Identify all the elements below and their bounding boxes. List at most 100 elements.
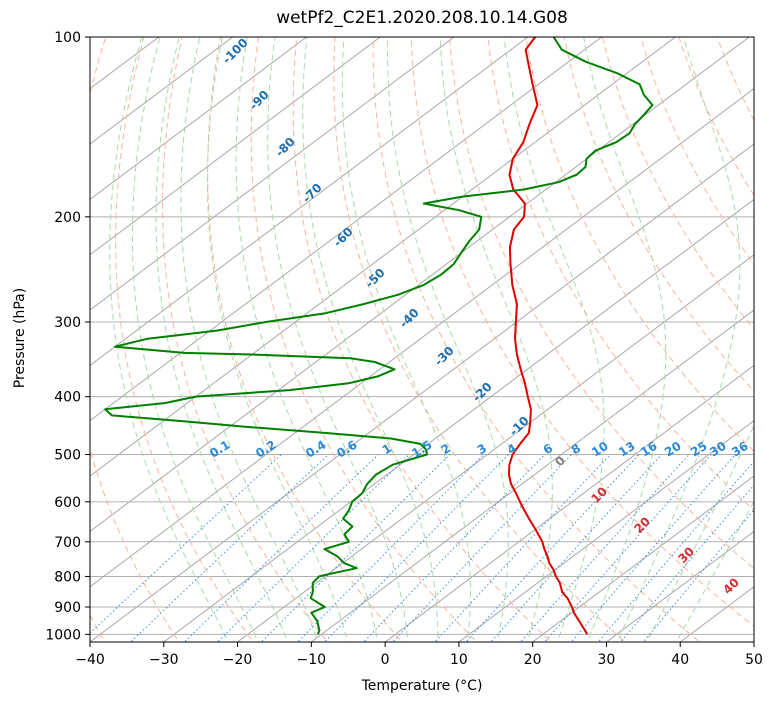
moist-adiabat-line (386, 37, 509, 642)
x-tick-label: −40 (75, 652, 105, 668)
isotherm-line (90, 37, 750, 532)
mixing-ratio-line (392, 454, 572, 642)
moist-adiabat-line (503, 37, 605, 642)
isotherm-line (90, 143, 754, 642)
dry-adiabat-line (449, 37, 754, 570)
dry-adiabat-line (410, 37, 754, 627)
dry-adiabat-line (525, 37, 754, 453)
x-tick-label: −10 (297, 652, 327, 668)
dry-adiabat-line (115, 37, 255, 642)
isotherm-line (90, 37, 677, 477)
y-tick-label: 400 (54, 390, 81, 406)
x-tick-label: 30 (598, 652, 616, 668)
mixing-ratio-line (363, 454, 546, 642)
moist-adiabat-line (235, 37, 379, 642)
dry-adiabat-line (487, 37, 754, 512)
moist-adiabat-line (341, 37, 471, 642)
mixing-ratio-line (130, 454, 329, 642)
mixing-ratio-line (90, 454, 282, 634)
mixing-ratio-label: 1.5 (409, 438, 434, 461)
isotherm-line (236, 254, 754, 642)
isotherm-label: -30 (432, 344, 457, 369)
moist-adiabat-line (131, 37, 259, 642)
chart-title: wetPf2_C2E1.2020.208.10.14.G08 (276, 8, 568, 28)
temperature-line (507, 37, 589, 635)
moist-adiabat-line (583, 37, 667, 642)
moist-adiabat-line (206, 37, 349, 642)
y-tick-label: 1000 (45, 627, 81, 643)
isotherm-line (384, 364, 754, 642)
mixing-ratio-line (543, 454, 712, 642)
mixing-ratio-line (620, 484, 754, 642)
y-axis-label: Pressure (hPa) (12, 287, 28, 389)
mixing-ratio-line (465, 454, 640, 642)
isotherm-label: -80 (273, 135, 298, 160)
mixing-ratio-label: 10 (589, 439, 611, 460)
isotherm-label: -40 (397, 306, 422, 331)
isotherm-line (90, 37, 603, 422)
isotherm-line (90, 37, 455, 311)
mixing-ratio-line (597, 460, 754, 642)
dry-adiabat-line (90, 614, 106, 642)
mixing-ratio-label: 36 (729, 439, 751, 460)
dry-adiabat-line (563, 37, 754, 392)
dry-adiabat-line (292, 37, 552, 642)
isotherm-line (531, 475, 754, 642)
x-tick-label: 50 (745, 652, 763, 668)
mixing-ratio-line (260, 454, 451, 642)
x-tick-label: 10 (450, 652, 468, 668)
isotherm-line (310, 309, 754, 642)
dry-adiabat-line (250, 37, 478, 642)
moist-adiabat-line (180, 37, 319, 642)
isotherm-label: 0 (552, 453, 568, 469)
mixing-ratio-line (570, 454, 736, 642)
y-tick-label: 900 (54, 600, 81, 616)
mixing-ratio-label: 16 (638, 439, 660, 460)
isotherm-label: 40 (720, 575, 742, 597)
mixing-ratio-line (183, 454, 379, 642)
x-tick-label: 40 (671, 652, 689, 668)
y-tick-label: 100 (54, 30, 81, 46)
x-tick-label: 0 (381, 652, 390, 668)
isotherm-line (90, 37, 308, 200)
isotherm-line (90, 88, 754, 588)
mixing-ratio-line (490, 454, 663, 642)
isotherm-line (753, 641, 754, 642)
mixing-ratio-label: 20 (662, 439, 684, 460)
moist-adiabat-line (302, 37, 439, 642)
dry-adiabat-line (162, 37, 329, 642)
isotherm-label: 20 (631, 514, 653, 536)
dewpoint-line (104, 37, 654, 635)
x-tick-label: −30 (149, 652, 179, 668)
dry-adiabat-line (716, 37, 754, 122)
isotherm-line (605, 530, 754, 642)
dry-adiabat-line (333, 37, 627, 642)
mixing-ratio-line (642, 509, 754, 642)
dry-adiabat-line (90, 37, 180, 642)
mixing-ratio-line (519, 454, 690, 642)
isotherm-line (90, 37, 234, 145)
plot-frame (89, 36, 755, 643)
moist-adiabat-line (267, 37, 409, 642)
mixing-ratio-line (323, 454, 509, 642)
isotherm-line (162, 198, 754, 642)
mixing-ratio-line (216, 454, 410, 642)
y-tick-label: 200 (54, 210, 81, 226)
y-tick-label: 300 (54, 315, 81, 331)
moist-adiabat-line (646, 424, 754, 642)
y-tick-label: 600 (54, 495, 81, 511)
isotherm-line (90, 37, 529, 366)
mixing-ratio-line (297, 454, 485, 642)
mixing-ratio-line (434, 454, 611, 642)
dry-adiabat-line (372, 37, 701, 642)
y-tick-label: 700 (54, 535, 81, 551)
moist-adiabat-line (439, 37, 553, 642)
y-tick-label: 800 (54, 569, 81, 585)
moist-adiabat-line (616, 37, 741, 642)
mixing-ratio-label: 13 (616, 439, 638, 460)
isotherm-line (90, 37, 382, 256)
isotherm-label: -70 (300, 181, 325, 206)
x-tick-label: 20 (524, 652, 542, 668)
isotherm-label: -20 (470, 380, 495, 405)
